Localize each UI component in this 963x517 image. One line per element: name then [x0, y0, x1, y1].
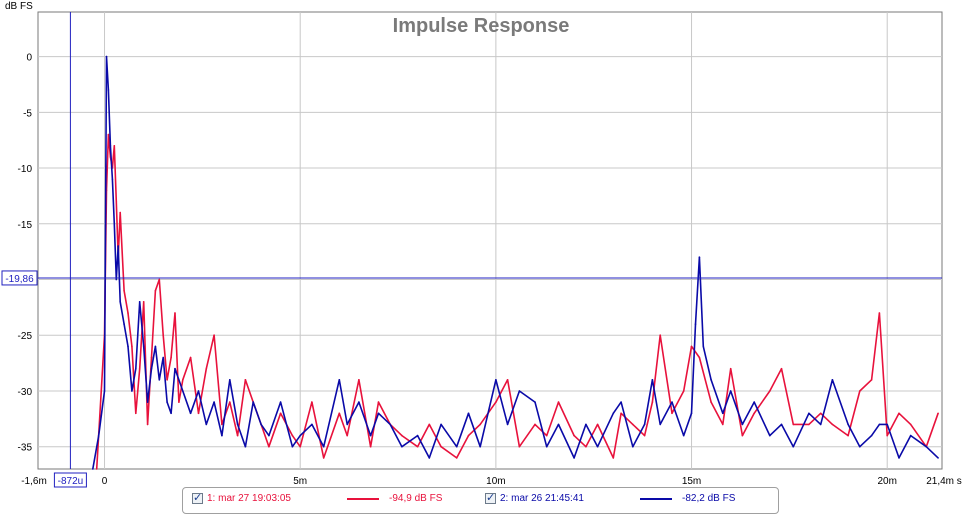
y-tick-label: -15 [18, 220, 33, 231]
cursor-y-readout: -19,86 [5, 274, 34, 285]
y-tick-label: -25 [18, 331, 33, 342]
plot-area [37, 11, 943, 470]
x-tick-label: 10m [486, 476, 505, 487]
legend-item-series-1: 1: mar 27 19:03:05 [192, 491, 291, 504]
series-2-name: 2: mar 26 21:45:41 [500, 493, 584, 504]
y-axis-label: dB FS [5, 1, 33, 12]
legend-value-series-2: -82,2 dB FS [640, 493, 735, 504]
legend-value-series-1: -94,9 dB FS [347, 493, 442, 504]
x-tick-label: 15m [682, 476, 701, 487]
series-2-swatch [640, 497, 672, 500]
y-tick-label: -30 [18, 387, 33, 398]
series-1-value: -94,9 dB FS [389, 493, 443, 504]
cursor[interactable]: -19,86 -872u [1, 12, 942, 488]
series-layer [92, 55, 939, 470]
series-2-line [92, 55, 939, 470]
x-tick-label: 5m [293, 476, 307, 487]
x-max-label: 21,4m s [926, 476, 962, 487]
series-1-visibility-checkbox[interactable] [192, 491, 203, 504]
legend: 1: mar 27 19:03:05 -94,9 dB FS 2: mar 26… [182, 487, 779, 514]
x-tick-label: 0 [102, 476, 108, 487]
chart-title: Impulse Response [393, 15, 570, 37]
cursor-y-readout-box [1, 270, 38, 286]
y-tick-label: -35 [18, 443, 33, 454]
series-1-name: 1: mar 27 19:03:05 [207, 493, 291, 504]
legend-item-series-2: 2: mar 26 21:45:41 [485, 491, 584, 504]
x-min-label: -1,6m [21, 476, 47, 487]
y-tick-label: -10 [18, 164, 33, 175]
cursor-x-readout: -872u [58, 476, 84, 487]
series-2-value: -82,2 dB FS [682, 493, 736, 504]
tick-labels: 0-5-10-15-20-25-30-3505m10m15m20m-1,6m21… [18, 53, 962, 487]
cursor-x-readout-box [53, 472, 87, 488]
series-2-visibility-checkbox[interactable] [485, 491, 496, 504]
grid [38, 12, 942, 469]
series-1-swatch [347, 497, 379, 500]
y-tick-label: -5 [23, 108, 32, 119]
x-tick-label: 20m [877, 476, 896, 487]
y-tick-label: 0 [26, 53, 32, 64]
series-2 [92, 55, 939, 470]
